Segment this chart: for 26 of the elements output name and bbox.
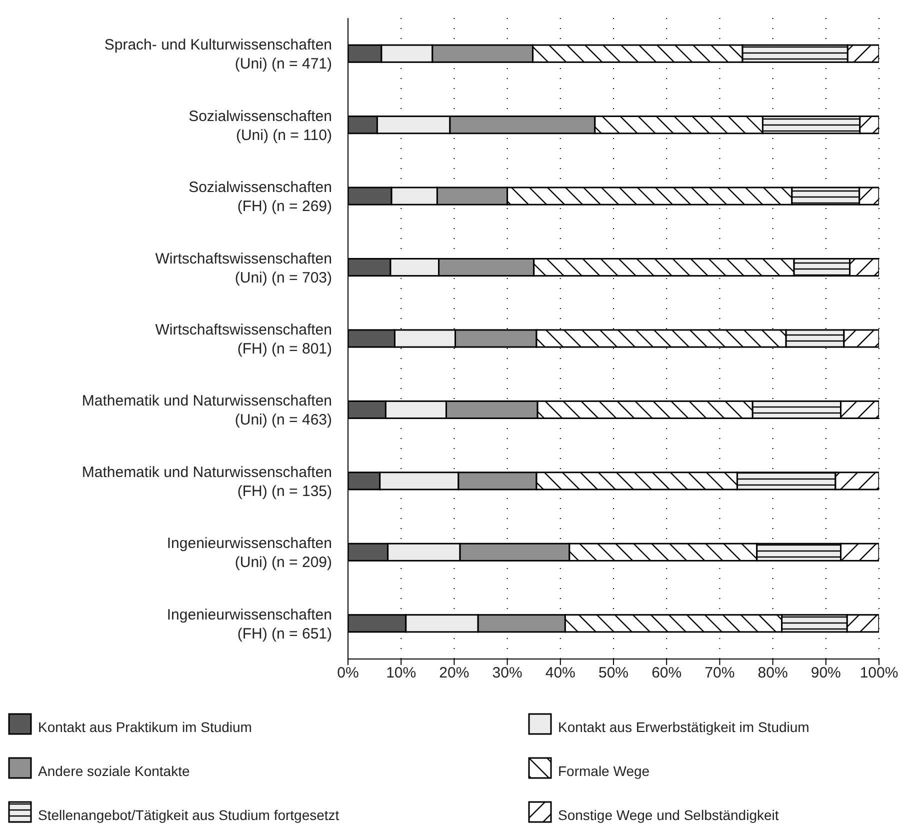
y-tick-label: Sozialwissenschaften (FH) (n = 269): [188, 179, 332, 216]
y-tick-label: Ingenieurwissenschaften (Uni) (n = 209): [166, 535, 332, 572]
x-tick-label: 0%: [337, 664, 359, 682]
legend-label: Kontakt aus Erwerbstätigkeit im Studium: [558, 719, 810, 735]
y-tick-label: Wirtschaftswissenschaften (FH) (n = 801): [155, 322, 332, 358]
legend-label: Formale Wege: [558, 763, 650, 779]
x-tick-label: 100%: [860, 664, 898, 682]
y-tick-label: Mathematik und Naturwissenschaften (Uni) (n = 463): [82, 392, 332, 429]
x-tick-label: 40%: [545, 664, 576, 682]
x-tick-label: 90%: [810, 664, 841, 682]
legend-label: Kontakt aus Praktikum im Studium: [38, 719, 252, 735]
x-tick-label: 70%: [704, 664, 735, 682]
x-tick-label: 30%: [492, 664, 522, 682]
x-tick-label: 50%: [598, 664, 629, 682]
x-tick-label: 20%: [439, 664, 470, 682]
y-tick-label: Ingenieurwissenschaften (FH) (n = 651): [166, 606, 332, 642]
legend-label: Sonstige Wege und Selbständigkeit: [558, 807, 779, 823]
y-tick-label: Sozialwissenschaften (Uni) (n = 110): [188, 108, 332, 144]
y-tick-label: Sprach- und Kulturwissenschaften (Uni) (n = 471): [104, 36, 332, 73]
x-tick-label: 60%: [652, 664, 682, 682]
legend-label: Andere soziale Kontakte: [38, 763, 190, 779]
x-tick-label: 80%: [758, 664, 788, 682]
legend-label: Stellenangebot/Tätigkeit aus Studium fortgesetzt: [38, 807, 340, 823]
y-tick-label: Mathematik und Naturwissenschaften (FH) (n = 135): [82, 464, 332, 500]
y-tick-label: Wirtschaftswissenschaften (Uni) (n = 703): [155, 250, 332, 286]
x-tick-label: 10%: [386, 664, 416, 682]
